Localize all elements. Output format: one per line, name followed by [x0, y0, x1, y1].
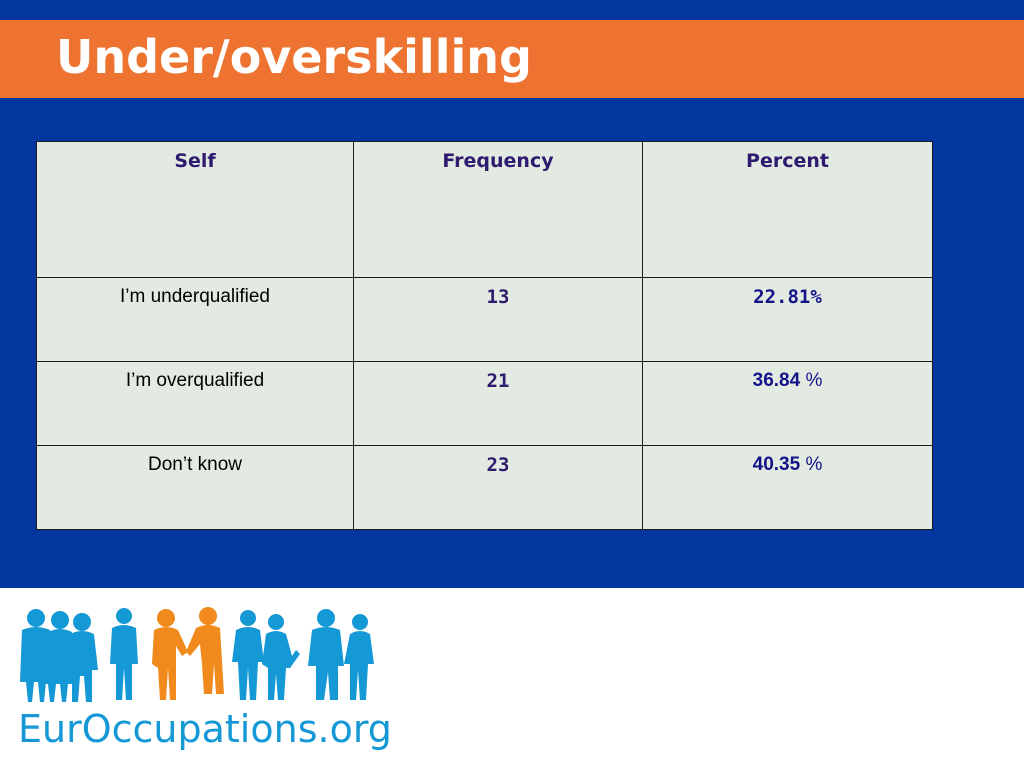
table-row: Don’t know 23 40.35 %	[36, 445, 933, 530]
percent-unit: %	[800, 370, 823, 391]
header-self: Self	[36, 141, 354, 278]
row-label: Don’t know	[36, 445, 354, 530]
logo-wordmark: EurOccupations.org	[18, 707, 392, 751]
header-percent: Percent	[642, 141, 933, 278]
row-percent: 40.35 %	[642, 445, 933, 530]
row-label: I’m underqualified	[36, 277, 354, 362]
percent-value: 22.81%	[753, 286, 822, 308]
eur-occupations-logo-people	[20, 607, 374, 702]
table-row: I’m overqualified 21 36.84 %	[36, 361, 933, 446]
row-frequency: 13	[353, 277, 643, 362]
slide-title: Under/overskilling	[56, 30, 532, 84]
row-frequency: 23	[353, 445, 643, 530]
handshake-people-icon	[152, 607, 224, 700]
row-label: I’m overqualified	[36, 361, 354, 446]
table-row: I’m underqualified 13 22.81%	[36, 277, 933, 362]
row-percent: 22.81%	[642, 277, 933, 362]
percent-value: 40.35	[752, 454, 801, 475]
row-percent: 36.84 %	[642, 361, 933, 446]
row-frequency: 21	[353, 361, 643, 446]
title-bar	[0, 20, 1024, 98]
skills-table: Self Frequency Percent I’m underqualifie…	[36, 141, 933, 530]
people-silhouettes-icon	[20, 608, 374, 702]
header-frequency: Frequency	[353, 141, 643, 278]
percent-value: 36.84	[752, 370, 801, 391]
table-header-row: Self Frequency Percent	[36, 141, 933, 278]
percent-unit: %	[800, 454, 823, 475]
